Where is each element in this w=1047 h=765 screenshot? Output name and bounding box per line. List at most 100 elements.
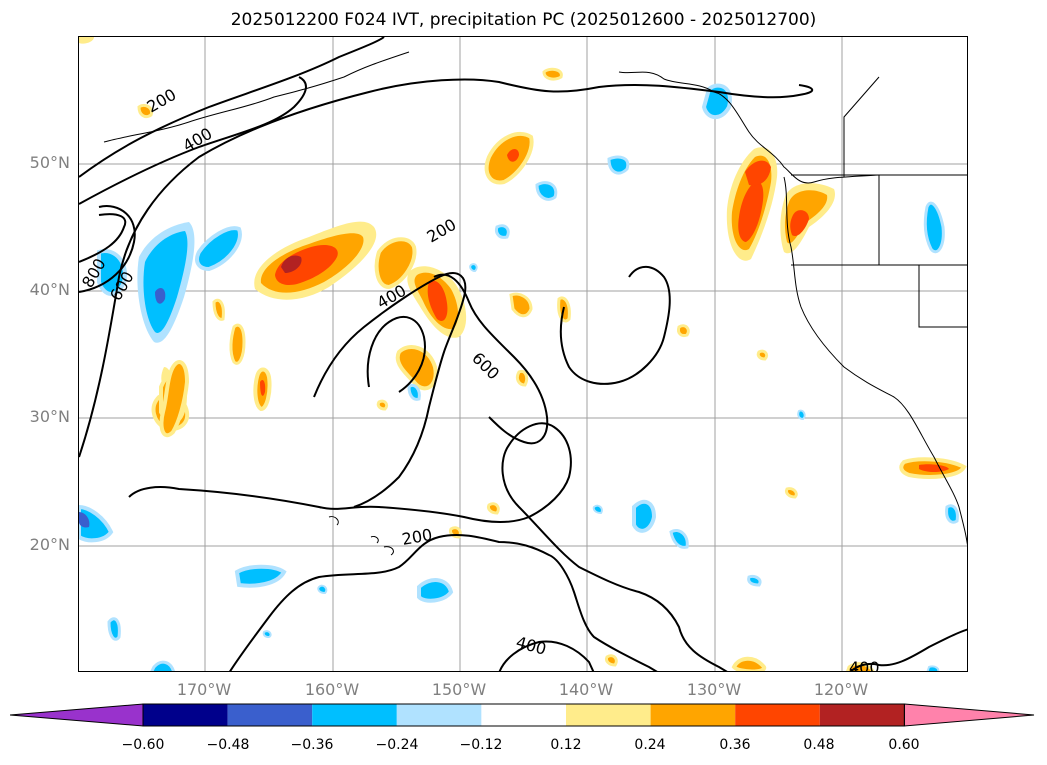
precip-negative-region (592, 504, 603, 515)
coastlines (103, 51, 967, 556)
precip-negative-region (535, 181, 558, 201)
ivt-label: 200 (424, 215, 460, 247)
precip-positive-region (159, 360, 190, 438)
colorbar-segment (650, 704, 736, 726)
lat-label-30n: 30°N (29, 407, 70, 426)
precip-positive-region (212, 298, 225, 321)
colorbar-segment (735, 704, 820, 726)
aleutian-coastline (103, 51, 410, 143)
colorbar-tick-label: 0.24 (634, 737, 666, 753)
precip-positive-region (919, 464, 949, 472)
precip-negative-region (407, 383, 421, 401)
hawaii-islands (328, 516, 394, 556)
colorbar-tick-label: 0.48 (803, 737, 835, 753)
colorbar (10, 703, 1035, 727)
ivt-contour-400-central (313, 272, 467, 508)
north-america-coastline (783, 176, 967, 546)
us-state-border (918, 265, 967, 328)
precip-positive-region (515, 369, 529, 387)
colorbar-tick-label: 0.12 (550, 737, 582, 753)
ivt-contour-800 (79, 213, 127, 263)
precip-negative-region (469, 263, 478, 273)
colorbar-extend-min (10, 703, 144, 727)
colorbar-tick-label: −0.36 (290, 737, 334, 753)
colorbar-extend-max (903, 703, 1035, 727)
precip-negative-region (107, 617, 121, 641)
ivt-label: 400 (514, 633, 548, 659)
precip-negative-region (262, 630, 272, 639)
lon-label-120w: 120°W (813, 680, 869, 699)
colorbar-segment (227, 704, 313, 726)
precip-negative-region (607, 155, 630, 175)
precip-negative-region (797, 409, 806, 421)
ivt-label: 600 (468, 348, 503, 383)
ivt-label: 400 (374, 281, 410, 313)
precip-negative-region (143, 231, 188, 333)
precip-negative-region (155, 287, 166, 304)
precip-positive-region (376, 399, 389, 411)
precip-negative-region (150, 660, 175, 671)
ivt-contour-400-south (498, 640, 595, 671)
precip-positive-region (509, 292, 533, 318)
lon-label-140w: 140°W (558, 680, 614, 699)
precip-negative-region (79, 512, 90, 528)
ivt-contour-200-main (79, 78, 814, 458)
colorbar-segment (566, 704, 651, 726)
colorbar-tick-label: 0.36 (719, 737, 751, 753)
precip-positive-region (395, 345, 438, 391)
ivt-contour-200-south (128, 422, 728, 671)
precip-negative-region (632, 499, 657, 533)
us-state-border (843, 76, 880, 177)
precip-positive-region (605, 654, 618, 667)
lon-label-160w: 160°W (304, 680, 360, 699)
precip-negative-region (195, 226, 242, 272)
precip-positive-region (79, 37, 94, 44)
colorbar-segment (819, 704, 905, 726)
ivt-contours (79, 37, 967, 671)
lat-label-50n: 50°N (29, 153, 70, 172)
lon-label-150w: 150°W (431, 680, 487, 699)
ivt-label: 400 (849, 658, 880, 672)
precip-negative-region (234, 564, 287, 588)
precip-positive-region (374, 237, 417, 290)
colorbar-segment (312, 704, 397, 726)
precip-positive-region (281, 255, 302, 273)
precip-positive-region (260, 380, 266, 396)
precip-negative-region (317, 584, 328, 595)
precip-positive-region (275, 245, 338, 285)
lon-label-170w: 170°W (176, 680, 232, 699)
ivt-contour-400-southeast (849, 628, 967, 671)
colorbar-tick-label: −0.48 (206, 737, 250, 753)
precip-positive-region (731, 656, 766, 671)
map-canvas: 200 400 800 600 200 400 600 200 400 400 (79, 37, 967, 672)
alaska-coastline (618, 71, 967, 184)
colorbar-segment (396, 704, 482, 726)
map-panel: 200 400 800 600 200 400 600 200 400 400 (78, 36, 968, 672)
precip-positive-region (785, 487, 798, 499)
precip-positive-region (677, 324, 690, 337)
precip-negative-region (495, 224, 510, 239)
precip-positive-region (507, 149, 519, 162)
precip-negative-region (417, 578, 454, 603)
precip-positive-region (756, 349, 769, 361)
map-title: 2025012200 F024 IVT, precipitation PC (2… (230, 10, 817, 30)
precip-negative-region (79, 504, 114, 543)
colorbar-tick-label: −0.60 (121, 737, 165, 753)
lat-label-20n: 20°N (29, 535, 70, 554)
precip-positive-region (745, 160, 771, 186)
precip-positive-region (738, 181, 764, 242)
ivt-contour-200-lower (229, 533, 658, 671)
colorbar-tick-label: −0.12 (459, 737, 503, 753)
precip-negative-region (926, 665, 940, 671)
ivt-contour-200-north (79, 37, 385, 178)
precip-positive-region (229, 323, 246, 365)
precip-negative-region (923, 201, 945, 254)
precip-negative-region (945, 504, 959, 524)
colorbar-segments (10, 703, 1035, 727)
colorbar-tick-label: −0.24 (375, 737, 419, 753)
precip-positive-region (137, 103, 154, 119)
precip-positive-region (790, 210, 809, 237)
precip-negative-region (747, 575, 762, 587)
precip-positive-region (487, 502, 500, 515)
ivt-contour-inner-loop (366, 316, 426, 393)
